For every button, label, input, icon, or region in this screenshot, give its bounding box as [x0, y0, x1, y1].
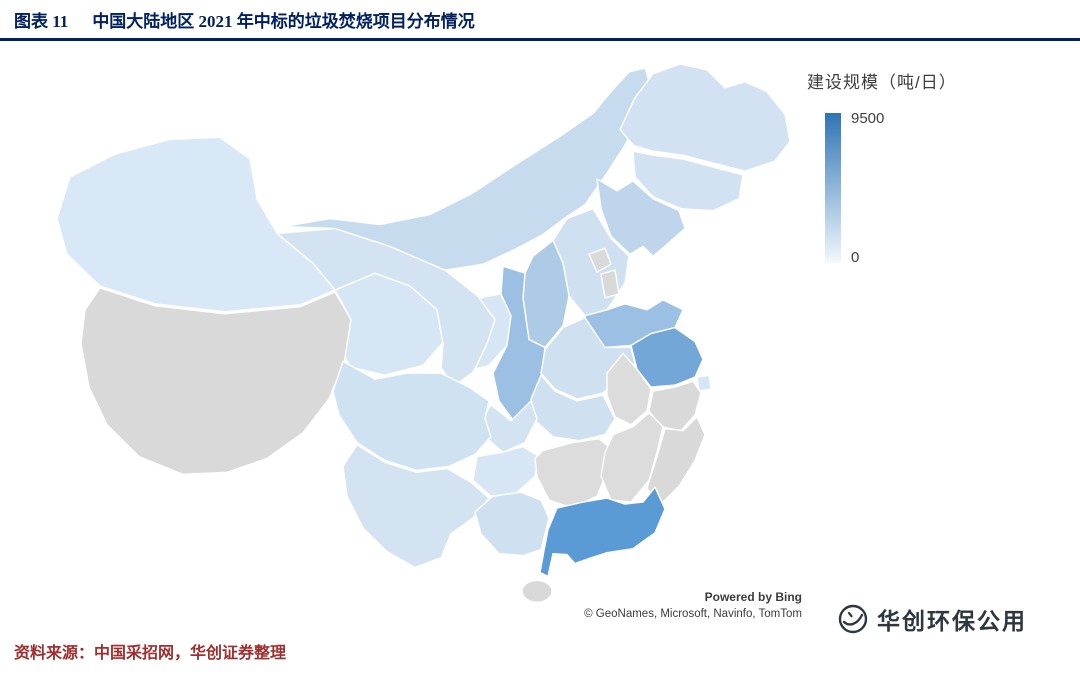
province-heilongjiang [619, 63, 791, 172]
legend-min-label: 0 [851, 249, 860, 266]
province-jilin [632, 150, 744, 212]
legend-scale: 9500 0 [807, 110, 1035, 288]
province-tianjin [600, 269, 620, 299]
powered-by-bing-label: Powered by Bing [704, 590, 802, 604]
huachuang-logo-icon [838, 604, 868, 634]
province-yunnan [342, 443, 490, 569]
map-attribution: Powered by Bing © GeoNames, Microsoft, N… [45, 590, 802, 620]
province-guangdong [539, 486, 666, 578]
figure-label: 图表 11 [14, 11, 69, 31]
province-guangxi [474, 491, 550, 557]
province-hunan [534, 437, 612, 509]
brand-watermark: 华创环保公用 [837, 602, 1027, 636]
china-choropleth-map [56, 63, 791, 603]
map-copyright: © GeoNames, Microsoft, Navinfo, TomTom [584, 608, 802, 620]
map-legend: 建设规模（吨/日） 9500 0 [807, 68, 1035, 288]
province-tibet [80, 287, 352, 476]
map-figure: 建设规模（吨/日） 9500 0 Powered by Bing © GeoNa… [45, 60, 1035, 634]
figure-header: 图表 11 中国大陆地区 2021 年中标的垃圾焚烧项目分布情况 [0, 0, 1080, 41]
province-beijing [588, 247, 612, 273]
source-note: 资料来源：中国采招网，华创证券整理 [14, 645, 287, 662]
legend-max-label: 9500 [851, 110, 885, 127]
province-guizhou [472, 445, 540, 497]
province-shanghai [696, 374, 712, 392]
figure-title: 中国大陆地区 2021 年中标的垃圾焚烧项目分布情况 [92, 11, 475, 31]
watermark-text: 华创环保公用 [877, 608, 1027, 634]
province-hainan [521, 579, 553, 603]
province-sichuan [332, 360, 492, 472]
province-fujian [646, 416, 706, 507]
province-liaoning [596, 178, 686, 257]
legend-gradient-bar [825, 113, 841, 263]
legend-title: 建设规模（吨/日） [807, 73, 957, 92]
province-anhui [606, 352, 652, 426]
